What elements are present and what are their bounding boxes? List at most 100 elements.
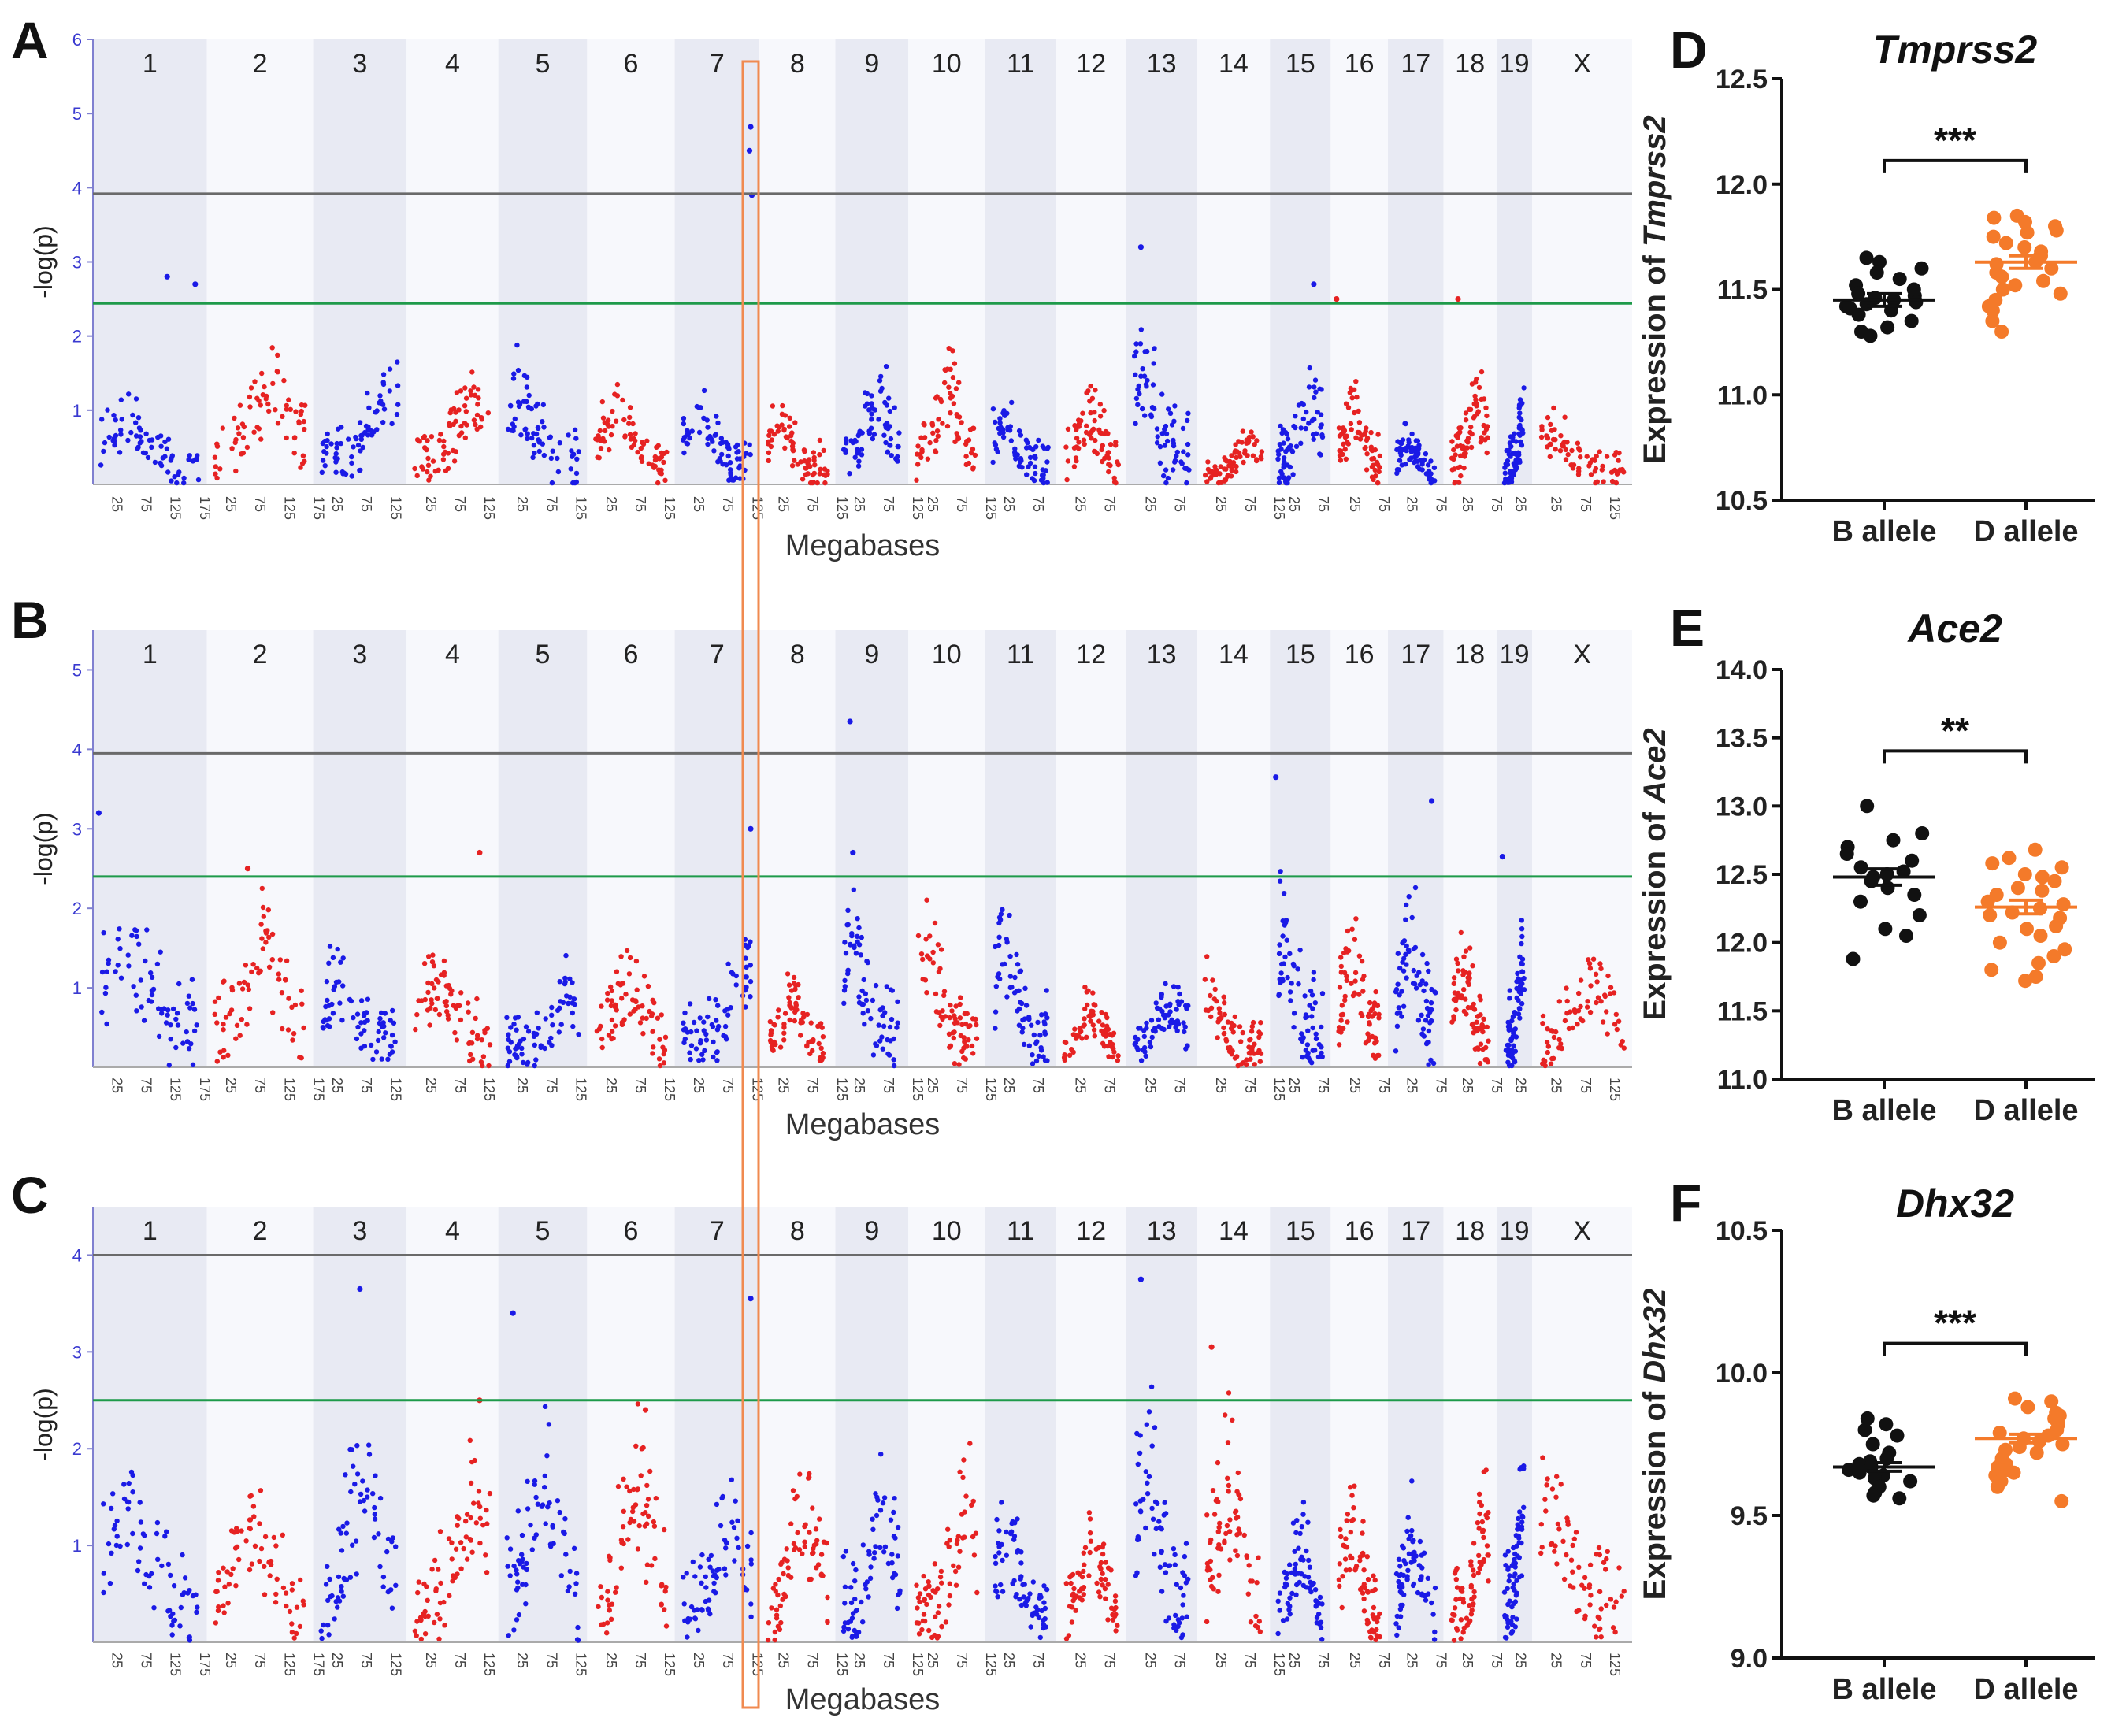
snp-point [1458,453,1464,458]
x-tick-label: 125 [168,1078,184,1101]
snp-point [520,1556,525,1562]
snp-point [334,445,339,451]
snp-point [476,395,481,401]
x-tick-label: 25 [603,1078,619,1093]
snp-point [1080,410,1085,416]
snp-point [1282,1569,1288,1575]
snp-point [605,990,610,996]
snp-point [1517,459,1523,465]
snp-point [1594,979,1600,985]
snp-point [567,1568,573,1575]
snp-point [168,1022,173,1028]
snp-point [1204,479,1210,484]
snp-point [1361,974,1367,979]
snp-point [1213,1498,1219,1504]
snp-point [1277,1590,1283,1596]
chromosome-band [1056,630,1126,1067]
snp-point [933,449,939,455]
snp-point [1475,1570,1481,1576]
snp-point [618,954,624,959]
snp-point [1313,389,1319,395]
snp-point [744,944,751,951]
snp-point [1252,442,1257,447]
snp-point [1094,1580,1100,1586]
chromosome-label: 17 [1401,1216,1430,1246]
snp-point [1138,1058,1145,1063]
peak-snp-point [1455,296,1461,302]
snp-point [954,1541,960,1547]
snp-point [644,1503,650,1508]
snp-point [104,1021,109,1027]
snp-point [392,1039,398,1045]
snp-point [914,477,919,483]
snp-point [1105,1582,1111,1587]
snp-point [447,421,452,427]
snp-point [661,1051,666,1057]
snp-point [609,998,614,1003]
snp-point [233,468,239,474]
snp-point [1071,464,1078,469]
snp-point [642,1523,647,1529]
snp-point [338,440,343,447]
snp-point [373,1473,378,1478]
snp-point [1174,1582,1179,1587]
snp-point [1338,1018,1344,1023]
snp-point [1361,1582,1367,1587]
snp-point [562,1516,568,1522]
snp-point [514,1054,520,1059]
snp-point [888,443,893,448]
snp-point [339,1548,345,1553]
snp-point [566,1584,572,1589]
snp-point [685,1619,691,1625]
snp-point [650,1029,655,1034]
snp-point [1401,968,1407,974]
snp-point [380,1020,386,1026]
snp-point [510,376,517,381]
snp-point [1571,1007,1578,1013]
snp-point [729,477,735,483]
snp-point [1475,411,1480,417]
snp-point [946,346,952,351]
chromosome-band [835,630,909,1067]
snp-point [1353,379,1359,384]
snp-point [1256,1555,1261,1560]
snp-point [1576,1564,1582,1571]
y-tick-label: 12.5 [1716,860,1768,890]
snp-point [156,1006,161,1011]
snp-point [615,1483,621,1489]
snp-point [996,1528,1002,1534]
snp-point [545,1504,551,1510]
snp-point [462,435,468,440]
snp-point [706,996,712,1002]
snp-point [103,985,109,990]
snp-point [1016,1022,1022,1028]
snp-point [110,1491,116,1497]
snp-point [1184,480,1189,486]
snp-point [172,474,177,480]
snp-point [1357,436,1364,442]
snp-point [805,471,811,477]
snp-point [1568,1583,1573,1589]
snp-point [1300,1582,1307,1589]
snp-point [1240,428,1246,434]
x-tick-label: 25 [1404,496,1420,512]
snp-point [959,1022,965,1028]
snp-point [1316,1601,1322,1606]
snp-point [693,1046,699,1052]
snp-point [1236,450,1242,456]
snp-point [688,1029,694,1035]
snp-point [1507,1573,1512,1578]
snp-point [1041,1054,1046,1059]
snp-point [1597,1627,1602,1632]
snp-point [212,999,218,1004]
snp-point [662,1589,668,1594]
snp-point [1556,1037,1562,1043]
snp-point [850,1633,855,1639]
snp-point [441,443,447,450]
snp-point [1371,1604,1377,1611]
snp-point [950,1030,956,1036]
snp-point [572,1591,578,1597]
snp-point [163,1020,169,1026]
snp-point [134,1008,139,1014]
snp-point [1342,435,1349,440]
